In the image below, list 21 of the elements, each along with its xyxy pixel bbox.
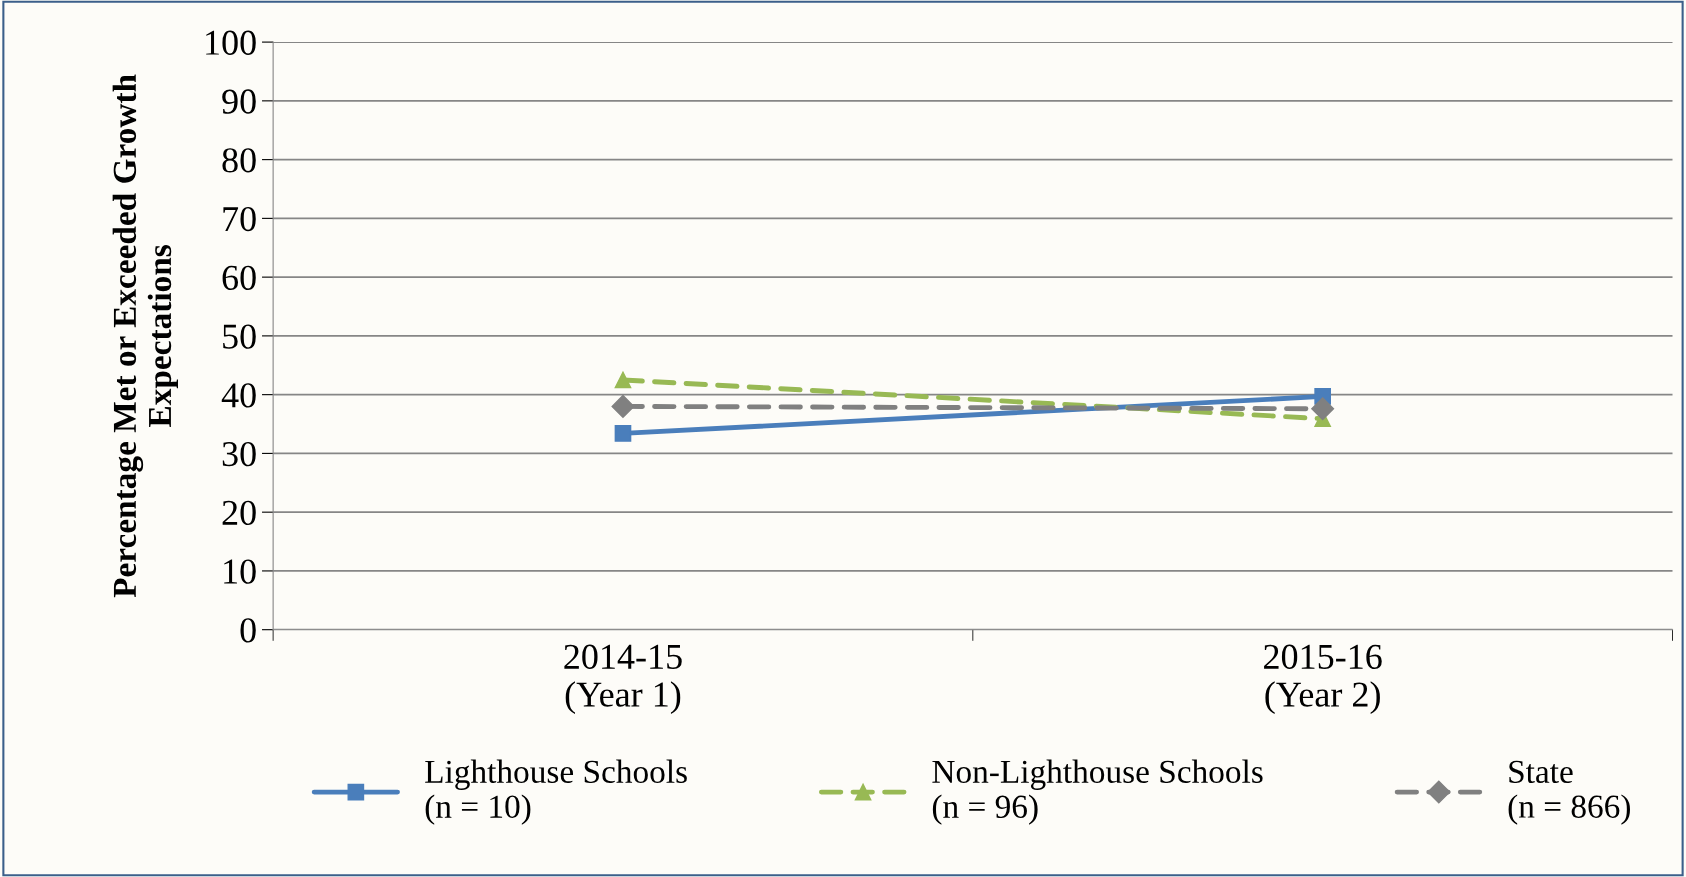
point: [614, 425, 632, 442]
y-tick-label: 90: [222, 89, 256, 114]
legend-label: Lighthouse Schools (n = 10): [425, 759, 687, 825]
y-axis-title: Percentage Met or Exceeded Growth Expectations: [112, 74, 178, 598]
point: [614, 371, 632, 389]
x-tick-label: 2015-16 (Year 2): [1264, 644, 1382, 715]
x-tick-label: 2014-15 (Year 1): [564, 644, 682, 715]
y-tick-label: 50: [223, 324, 256, 349]
y-tick-label: 30: [222, 441, 256, 467]
y-tick-label: 70: [223, 206, 256, 232]
y-tick-label: 0: [240, 618, 256, 643]
y-tick-label: 40: [221, 383, 256, 408]
y-tick-label: 60: [222, 265, 256, 291]
y-tick-label: 20: [222, 500, 256, 526]
y-tick-label: 10: [224, 559, 256, 584]
point: [1311, 397, 1335, 421]
legend-label: State (n = 866): [1508, 760, 1630, 825]
y-tick-label: 100: [206, 30, 256, 55]
point: [611, 394, 635, 418]
legend-label: Non-Lighthouse Schools (n = 96): [932, 759, 1263, 825]
y-tick-label: 80: [222, 148, 256, 173]
